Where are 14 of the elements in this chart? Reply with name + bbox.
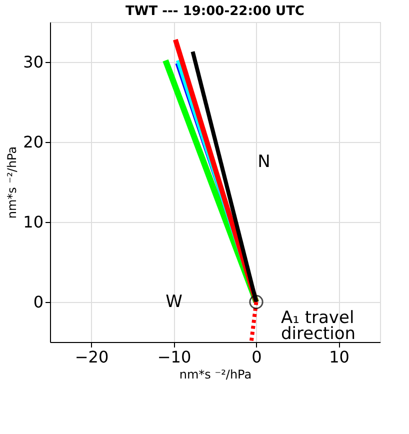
x-tick-label: 10 (329, 348, 350, 366)
x-tick-label: −10 (157, 348, 192, 366)
chart-title: TWT --- 19:00-22:00 UTC (126, 4, 304, 19)
annotation: A₁ travel direction (281, 308, 356, 344)
x-tick-label: 0 (252, 348, 262, 366)
y-tick-label: 20 (23, 132, 44, 152)
x-tick-label: −20 (74, 348, 109, 366)
y-tick-label: 0 (33, 292, 44, 312)
y-tick-label: 10 (23, 212, 44, 232)
y-axis-title: nm*s ⁻²/hPa (5, 146, 20, 219)
annotation: W (166, 292, 183, 312)
annotation: N (258, 152, 270, 172)
x-axis-title: nm*s ⁻²/hPa (179, 368, 252, 382)
y-tick-label: 30 (23, 52, 44, 72)
